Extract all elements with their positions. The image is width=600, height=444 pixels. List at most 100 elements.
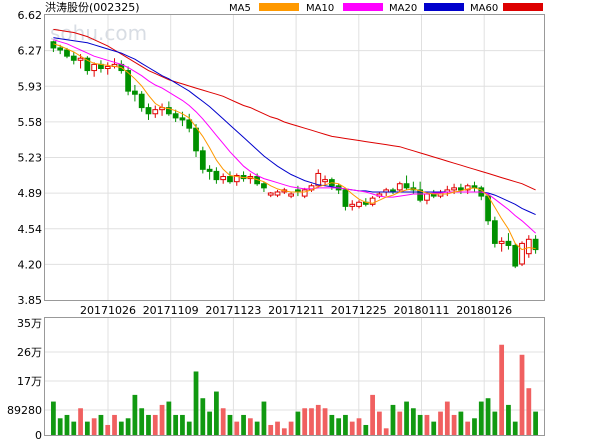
volume-bar: [214, 391, 219, 435]
volume-bar: [146, 414, 151, 435]
candle-body: [199, 150, 206, 170]
candle-body: [403, 183, 410, 189]
volume-bar: [220, 408, 226, 435]
grid: [45, 15, 544, 435]
date-tick-label: 20171211: [268, 304, 324, 317]
volume-bar: [193, 371, 199, 435]
volume-bar: [478, 401, 484, 435]
volume-bar: [363, 424, 369, 435]
price-panel-frame: [44, 14, 545, 301]
candle-body: [179, 117, 186, 121]
volume-bar: [438, 411, 443, 435]
candle-body: [104, 65, 111, 70]
candle-body: [206, 168, 213, 172]
volume-bar: [356, 418, 362, 435]
legend-ma5-label: MA5: [229, 3, 251, 14]
volume-bar: [465, 421, 471, 435]
volume-bar: [343, 414, 348, 435]
volume-bar: [499, 344, 505, 435]
legend-ma60-label: MA60: [470, 3, 498, 14]
candle-body: [172, 113, 179, 119]
candles: [50, 40, 539, 269]
volume-bar: [112, 414, 117, 435]
legend-ma60-swatch: [503, 3, 543, 11]
candle-body: [84, 57, 91, 72]
candle-body: [125, 70, 131, 92]
candle-body: [512, 244, 519, 267]
candle-body: [70, 55, 77, 61]
volume-bar: [91, 418, 97, 435]
volume-bar: [98, 414, 104, 435]
volume-bar: [322, 408, 328, 435]
volume-bar: [51, 401, 56, 435]
price-tick-label: 6.27: [18, 45, 43, 58]
volume-bar: [180, 414, 185, 435]
volume-bar: [207, 411, 212, 435]
volume-bar: [390, 404, 396, 435]
volume-bar: [275, 421, 280, 435]
candle-body: [342, 189, 349, 207]
volume-bar: [281, 428, 287, 435]
candle-body: [261, 183, 267, 189]
volume-bar: [397, 411, 403, 435]
candle-body: [349, 203, 356, 207]
price-tick-label: 5.93: [18, 80, 43, 93]
volume-bar: [519, 354, 525, 435]
candle-body: [464, 185, 471, 191]
volume-panel-frame: [44, 317, 545, 436]
volume-bar: [84, 421, 90, 435]
date-tick-label: 20171123: [205, 304, 261, 317]
legend-ma20-swatch: [424, 3, 464, 11]
price-tick-label: 4.20: [18, 258, 43, 271]
volume-bar: [241, 414, 246, 435]
chart-title: 洪涛股份(002325): [45, 0, 140, 14]
candle-body: [322, 179, 328, 183]
candle-body: [64, 49, 70, 57]
candle-body: [132, 90, 138, 95]
volume-bar: [472, 418, 477, 435]
volume-bar: [125, 418, 131, 435]
volume-bar: [417, 414, 423, 435]
volume-bar: [234, 421, 240, 435]
candle-body: [498, 240, 505, 244]
date-tick-label: 20171026: [80, 304, 136, 317]
candle-body: [396, 183, 403, 191]
volume-tick-label: 35万: [17, 317, 42, 330]
volume-bar: [404, 401, 409, 435]
volume-bar: [336, 418, 342, 435]
volume-bar: [329, 414, 335, 435]
candle-body: [417, 189, 424, 201]
volume-bar: [506, 404, 511, 435]
volume-bar: [139, 408, 145, 435]
moving-averages: [53, 28, 536, 251]
candle-body: [315, 172, 322, 187]
volume-bar: [485, 398, 491, 435]
volume-tick-label: 26万: [17, 346, 42, 359]
candle-body: [491, 220, 498, 244]
volume-bar: [424, 414, 430, 435]
volume-bar: [377, 411, 382, 435]
volume-axis-ticks: 35万 26万 17万 89280 0: [7, 317, 42, 442]
watermark: sohu.com: [50, 21, 147, 45]
candle-body: [227, 176, 233, 183]
volume-bar: [132, 394, 138, 435]
price-tick-label: 5.58: [18, 116, 43, 129]
legend-ma10-label: MA10: [306, 3, 334, 14]
candle-body: [288, 193, 294, 197]
date-tick-label: 20171109: [143, 304, 199, 317]
candle-body: [424, 193, 430, 201]
candle-body: [91, 63, 98, 72]
volume-bar: [315, 404, 321, 435]
candle-body: [145, 107, 152, 115]
volume-bar: [309, 408, 314, 435]
candle-body: [233, 175, 240, 183]
candle-body: [57, 47, 64, 51]
volume-bar: [431, 421, 437, 435]
price-tick-label: 4.54: [18, 223, 43, 236]
date-tick-label: 20180126: [456, 304, 512, 317]
volume-bar: [295, 411, 301, 435]
candle-body: [301, 189, 308, 197]
candle-body: [451, 187, 457, 191]
